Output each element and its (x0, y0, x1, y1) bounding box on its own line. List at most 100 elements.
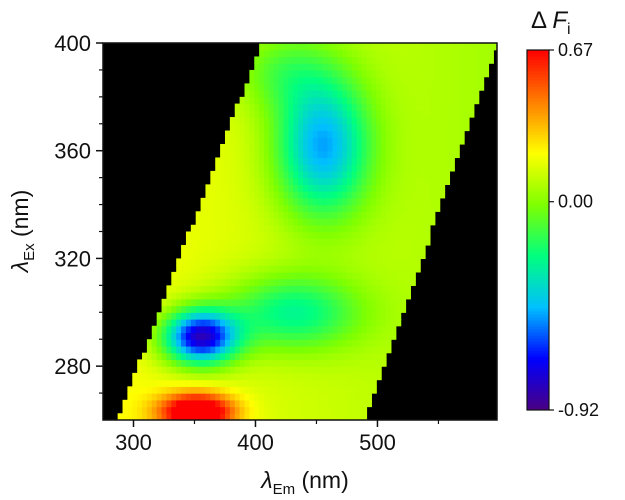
heatmap-cell (405, 157, 411, 165)
heatmap-cell (390, 83, 397, 91)
heatmap-cell (356, 298, 363, 307)
heatmap-cell (464, 90, 470, 98)
colorbar-cell (527, 287, 549, 291)
heatmap-cell (210, 332, 216, 340)
heatmap-cell (425, 49, 431, 58)
heatmap-cell (259, 244, 265, 253)
heatmap-cell (376, 110, 382, 118)
heatmap-cell (317, 305, 324, 313)
heatmap-cell (410, 170, 416, 179)
heatmap-cell (307, 130, 314, 138)
heatmap-cell (239, 251, 246, 260)
heatmap-cell (376, 83, 382, 91)
heatmap-cell (205, 231, 211, 239)
heatmap-cell (278, 366, 285, 374)
heatmap-cell (239, 150, 246, 159)
heatmap-cell (273, 399, 280, 408)
heatmap-cell (293, 211, 299, 219)
heatmap-cell (303, 49, 309, 58)
heatmap-cell (351, 413, 358, 420)
heatmap-cell (449, 143, 455, 152)
heatmap-cell (376, 197, 382, 206)
heatmap-cell (264, 366, 270, 374)
heatmap-cell (156, 319, 163, 327)
heatmap-cell (205, 204, 211, 212)
heatmap-cell (449, 103, 455, 111)
heatmap-cell (434, 150, 441, 159)
heatmap-cell (259, 197, 265, 206)
heatmap-cell (132, 372, 138, 381)
heatmap-cell (449, 49, 455, 58)
heatmap-cell (356, 406, 363, 414)
heatmap-cell (346, 366, 353, 374)
heatmap-cell (459, 103, 465, 111)
heatmap-cell (273, 285, 280, 293)
heatmap-cell (371, 319, 377, 327)
heatmap-cell (259, 150, 265, 159)
heatmap-cell (312, 339, 319, 347)
heatmap-cell (293, 204, 299, 212)
heatmap-cell (298, 150, 304, 159)
heatmap-cell (366, 90, 372, 98)
heatmap-cell (312, 238, 319, 246)
heatmap-cell (156, 325, 163, 334)
heatmap-cell (405, 90, 411, 98)
heatmap-cell (429, 43, 436, 51)
heatmap-cell (205, 339, 211, 347)
heatmap-cell (356, 393, 363, 401)
heatmap-cell (342, 305, 348, 313)
heatmap-cell (459, 117, 465, 125)
heatmap-cell (420, 143, 426, 152)
heatmap-cell (244, 393, 250, 401)
heatmap-cell (303, 137, 309, 145)
heatmap-cell (415, 143, 421, 152)
heatmap-cell (185, 258, 192, 266)
heatmap-cell (351, 96, 358, 105)
heatmap-cell (312, 265, 319, 273)
heatmap-cell (444, 96, 451, 105)
heatmap-cell (312, 211, 319, 219)
heatmap-cell (220, 332, 226, 340)
heatmap-cell (425, 83, 431, 91)
heatmap-cell (161, 393, 168, 401)
heatmap-cell (176, 325, 182, 334)
heatmap-cell (356, 63, 363, 71)
heatmap-cell (224, 130, 231, 138)
heatmap-cell (337, 191, 343, 199)
heatmap-cell (312, 298, 319, 307)
heatmap-cell (273, 56, 280, 64)
heatmap-cell (464, 117, 470, 125)
heatmap-cell (312, 359, 319, 367)
heatmap-cell (185, 312, 192, 320)
heatmap-cell (361, 137, 368, 145)
heatmap-cell (137, 379, 143, 387)
heatmap-cell (381, 332, 387, 340)
heatmap-cell (342, 271, 348, 280)
heatmap-cell (200, 224, 207, 233)
heatmap-cell (356, 76, 363, 84)
heatmap-cell (390, 298, 397, 307)
heatmap-cell (468, 49, 475, 58)
heatmap-cell (415, 184, 421, 192)
colorbar-cell (527, 131, 549, 135)
heatmap-cell (415, 49, 421, 58)
heatmap-cell (171, 413, 177, 420)
heatmap-cell (327, 56, 333, 64)
heatmap-cell (205, 366, 211, 374)
heatmap-cell (322, 49, 329, 58)
heatmap-cell (283, 292, 290, 300)
heatmap-cell (185, 345, 192, 354)
heatmap-cell (371, 231, 377, 239)
heatmap-cell (322, 117, 329, 125)
heatmap-cell (264, 305, 270, 313)
heatmap-cell (283, 298, 290, 307)
heatmap-cell (254, 352, 260, 361)
heatmap-cell (346, 197, 353, 206)
heatmap-cell (122, 406, 128, 414)
heatmap-cell (434, 191, 441, 199)
colorbar-cell (527, 338, 549, 342)
heatmap-cell (459, 110, 465, 118)
heatmap-cell (366, 386, 372, 394)
heatmap-cell (434, 123, 441, 132)
heatmap-cell (317, 366, 324, 374)
